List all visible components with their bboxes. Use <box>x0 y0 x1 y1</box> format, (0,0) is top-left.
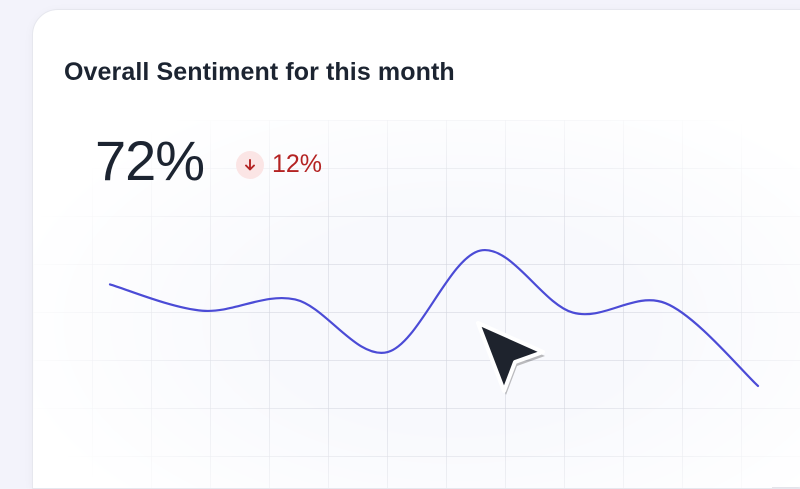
card-title: Overall Sentiment for this month <box>64 58 455 86</box>
sentiment-card <box>32 9 800 489</box>
arrow-down-icon <box>236 150 264 179</box>
chart-grid <box>33 120 800 488</box>
change-value: 12% <box>272 150 323 178</box>
series-line-0 <box>108 249 760 388</box>
sentiment-value: 72% <box>95 129 205 192</box>
mouse-pointer-icon <box>476 321 545 395</box>
change-badge: 12% <box>236 150 322 179</box>
card-corner <box>772 427 800 488</box>
